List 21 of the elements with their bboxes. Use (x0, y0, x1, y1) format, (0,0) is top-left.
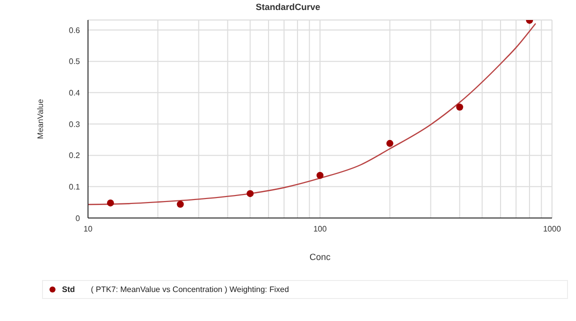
x-axis-title: Conc (309, 252, 331, 262)
point (246, 190, 254, 198)
y-tick-label: 0 (76, 214, 81, 223)
point (176, 200, 184, 208)
y-axis-title: MeanValue (36, 98, 45, 139)
y-tick-label: 0.1 (68, 182, 81, 192)
text: ( PTK7: MeanValue vs Concentration ) Weighting: Fixed (90, 285, 289, 294)
y-tick-label: 0.6 (68, 26, 81, 35)
point (106, 199, 114, 206)
x-tick-label: 1000 (543, 224, 562, 234)
x-tick-label: 10 (84, 224, 93, 234)
chart-title: StandardCurve (254, 2, 322, 14)
x-tick-label: 100 (313, 224, 328, 234)
legend-label: Std (62, 285, 75, 294)
point (456, 104, 464, 111)
point (386, 140, 394, 147)
point (316, 172, 324, 179)
y-tick-label: 0.5 (68, 57, 81, 66)
y-tick-label: 0.2 (68, 151, 81, 160)
y-tick-label: 0.3 (68, 120, 81, 129)
y-tick-label: 0.4 (68, 88, 81, 98)
